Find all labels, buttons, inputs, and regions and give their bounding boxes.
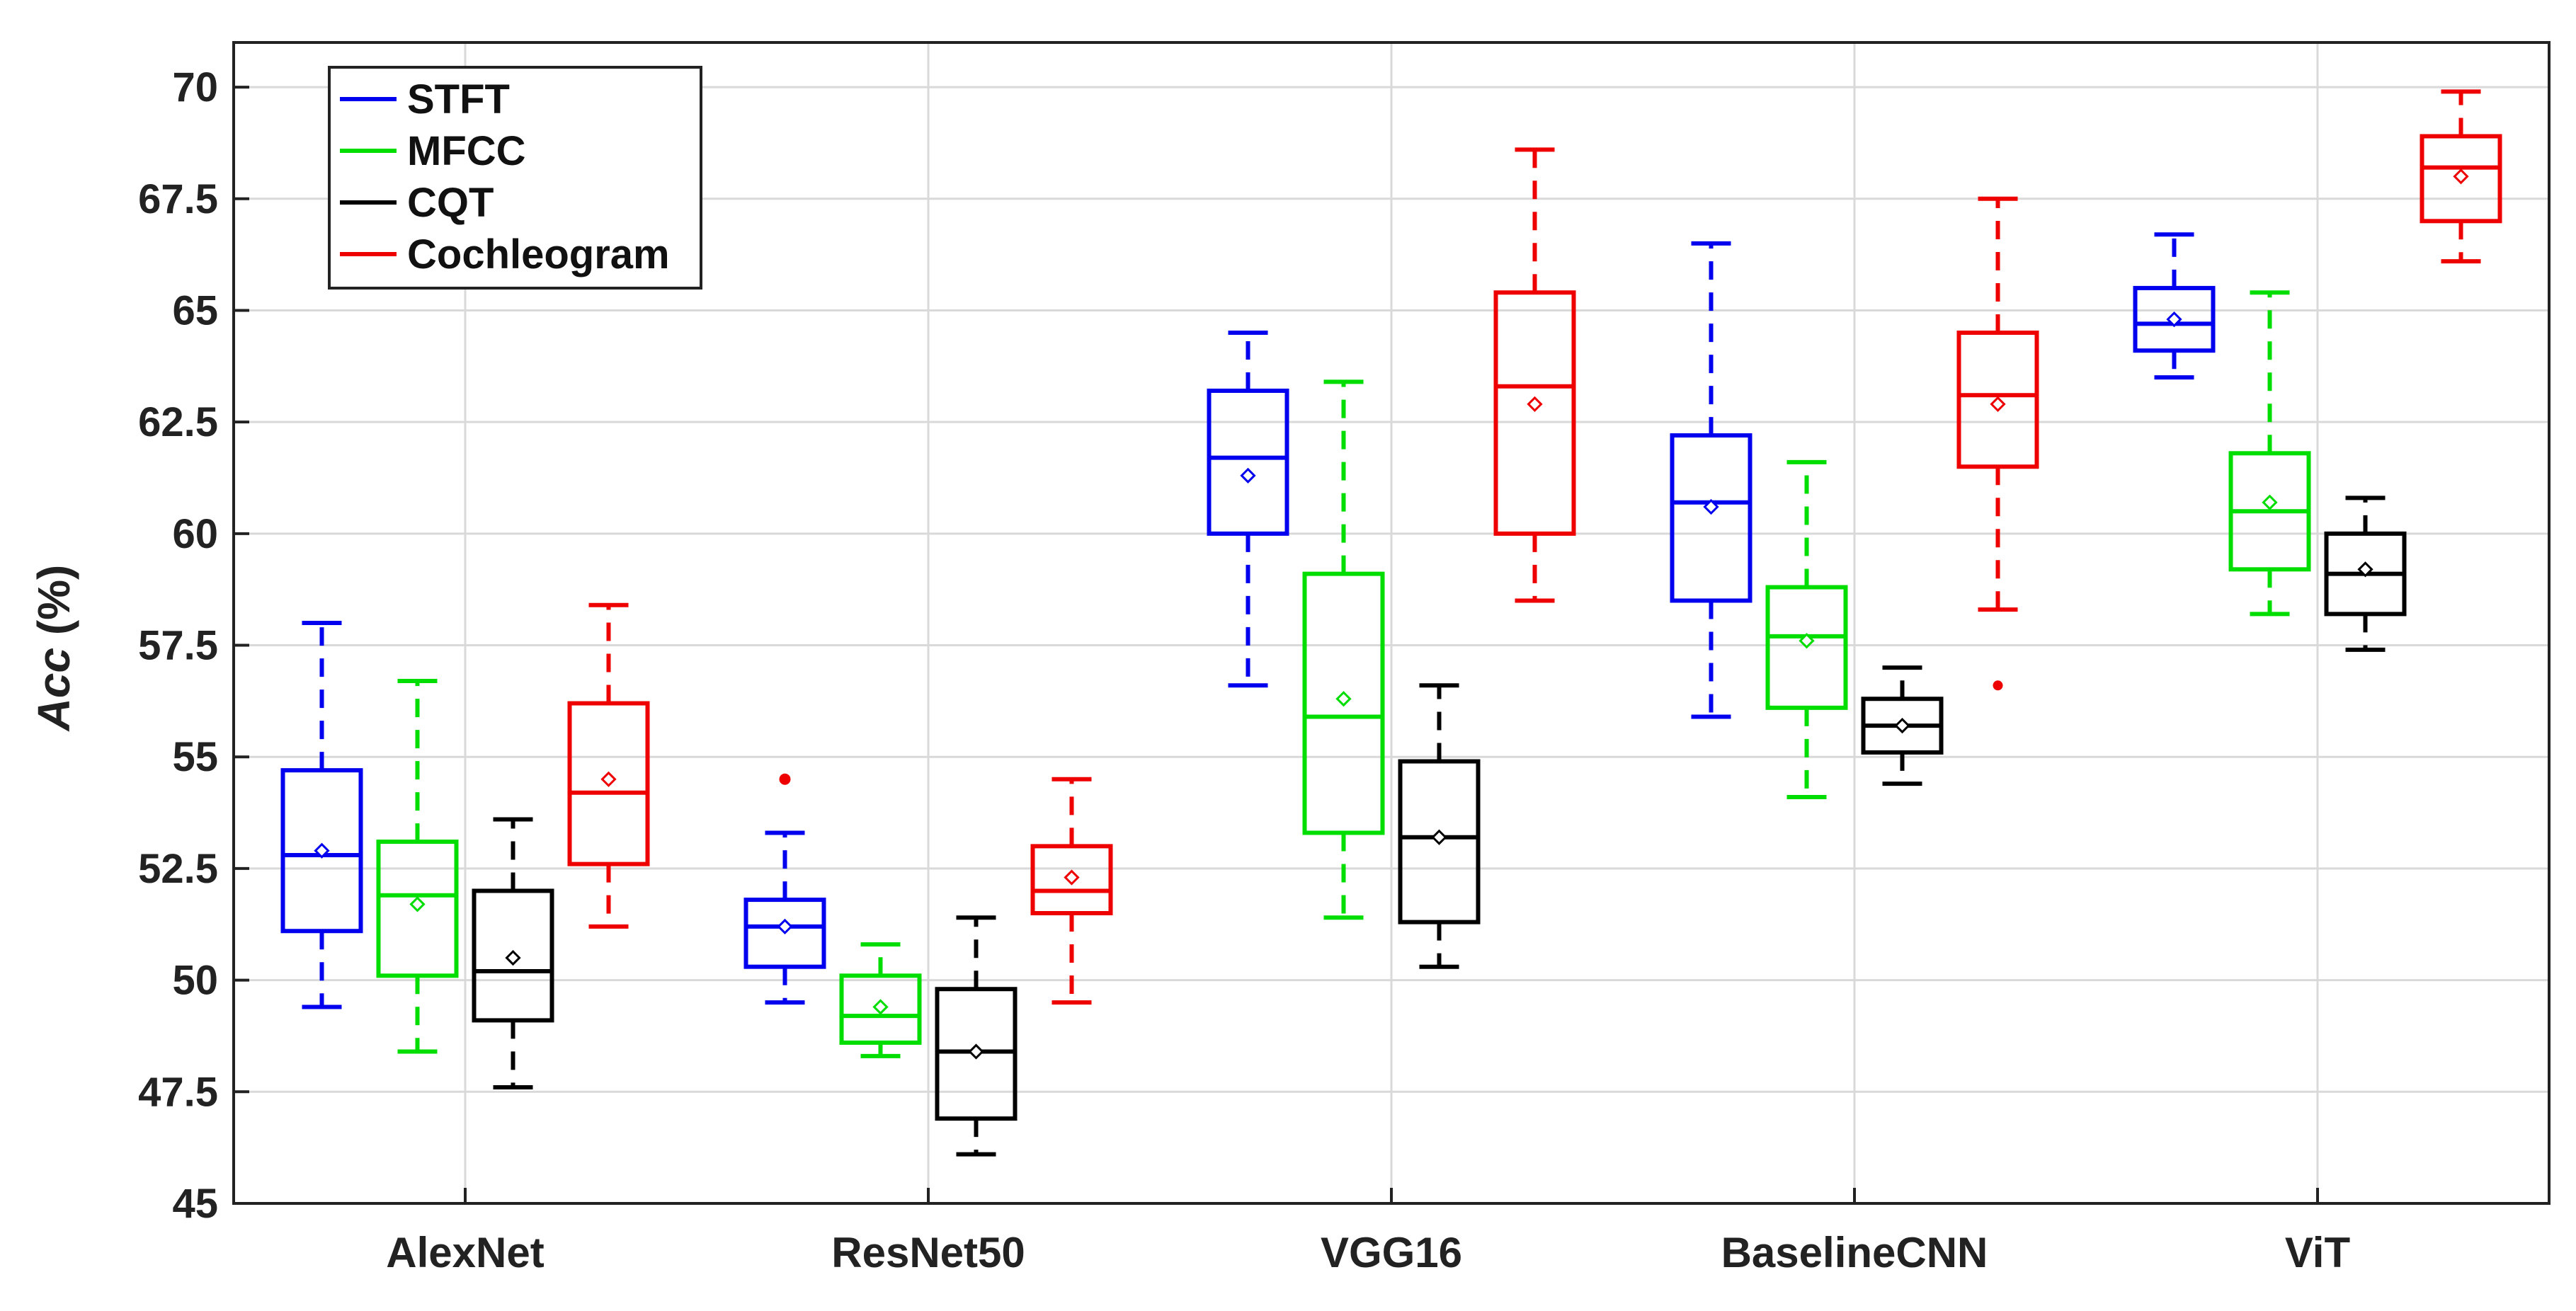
box-mfcc-resnet50 [839,942,922,1058]
box-iqr [2420,134,2502,224]
outlier-point [779,773,791,785]
box-cqt-baselinecnn [1861,665,1944,786]
box-cqt-resnet50 [935,915,1018,1157]
y-tick-label: 45 [172,1181,218,1227]
box-iqr [1670,433,1753,603]
mean-marker [1703,498,1719,515]
mean-marker [2453,168,2469,185]
y-tick-label: 57.5 [138,623,218,669]
box-cochleogram-resnet50 [1030,777,1113,1005]
x-tick-label: AlexNet [386,1229,544,1276]
mean-marker [1335,691,1352,707]
box-stft-vgg16 [1207,331,1289,688]
series-cochleogram [567,89,2502,1005]
box-iqr [567,701,650,866]
mean-marker [1990,396,2006,413]
y-tick-label: 70 [172,64,218,110]
mean-marker [409,896,426,912]
box-cqt-vit [2324,496,2407,652]
mean-marker [872,999,889,1015]
y-tick-label: 47.5 [138,1069,218,1115]
x-tick-label: ViT [2285,1229,2350,1276]
y-axis-label-main: Acc [28,648,79,732]
y-tick-label: 62.5 [138,399,218,445]
box-iqr [1956,331,2039,469]
box-cochleogram-vit [2420,89,2502,264]
box-stft-vit [2133,232,2216,380]
mean-marker [777,918,793,935]
mean-marker [968,1043,984,1060]
mean-marker [1894,717,1910,734]
box-stft-baselinecnn [1670,241,1753,719]
mean-marker [1799,633,1815,649]
mean-marker [1064,869,1080,886]
box-iqr [839,973,922,1045]
box-mfcc-baselinecnn [1765,459,1848,799]
box-cochleogram-vgg16 [1493,147,1576,603]
outlier-point [1993,680,2003,691]
box-stft-alexnet [280,621,363,1009]
x-tick-label: BaselineCNN [1721,1229,1988,1276]
box-mfcc-alexnet [376,679,459,1054]
mean-marker [2357,561,2373,578]
box-cqt-vgg16 [1398,683,1481,969]
y-axis-label-suffix: (%) [28,565,79,648]
box-mfcc-vit [2228,290,2311,617]
box-cochleogram-baselinecnn [1956,196,2039,691]
series-cqt [472,496,2407,1157]
box-cqt-alexnet [472,817,554,1089]
box-series [280,89,2502,1157]
box-mfcc-vgg16 [1302,379,1385,920]
mean-marker [600,771,617,787]
series-mfcc [376,290,2311,1058]
box-iqr [1302,571,1385,835]
y-tick-label: 67.5 [138,176,218,222]
legend-label-mfcc: MFCC [407,128,526,174]
box-iqr [935,987,1018,1121]
box-cochleogram-alexnet [567,602,650,929]
plot-frame [232,41,2551,1205]
mean-marker [1431,829,1447,845]
y-tick-label: 52.5 [138,846,218,892]
mean-marker [314,842,330,859]
box-iqr [280,768,363,934]
box-iqr [376,840,459,978]
mean-marker [1527,396,1543,413]
box-stft-resnet50 [743,830,826,1005]
box-iqr [1493,290,1576,536]
legend-box [328,66,702,290]
y-tick-label: 60 [172,511,218,557]
x-tick-label: ResNet50 [831,1229,1025,1276]
box-iqr [1765,585,1848,710]
y-axis-label: Acc (%) [28,565,79,733]
box-iqr [472,888,554,1023]
legend: STFT MFCC CQT Cochleogram [328,66,702,290]
box-iqr [1398,759,1481,924]
legend-label-cqt: CQT [407,180,494,226]
series-stft [280,232,2216,1009]
mean-marker [1240,467,1256,483]
mean-marker [2262,494,2278,510]
axes: 45 47.5 50 52.5 55 57.5 60 62.5 65 67.5 70 AlexNet R… [138,41,2551,1276]
mean-marker [2166,311,2182,328]
box-iqr [2133,285,2216,353]
x-tick-label: VGG16 [1321,1229,1462,1276]
box-iqr [1030,844,1113,916]
box-iqr [1207,389,1289,536]
legend-label-stft: STFT [407,76,510,122]
box-iqr [743,898,826,969]
y-tick-label: 50 [172,958,218,1004]
legend-label-cochleogram: Cochleogram [407,231,670,277]
y-tick-label: 55 [172,734,218,780]
mean-marker [505,949,521,966]
y-tick-label: 65 [172,287,218,333]
